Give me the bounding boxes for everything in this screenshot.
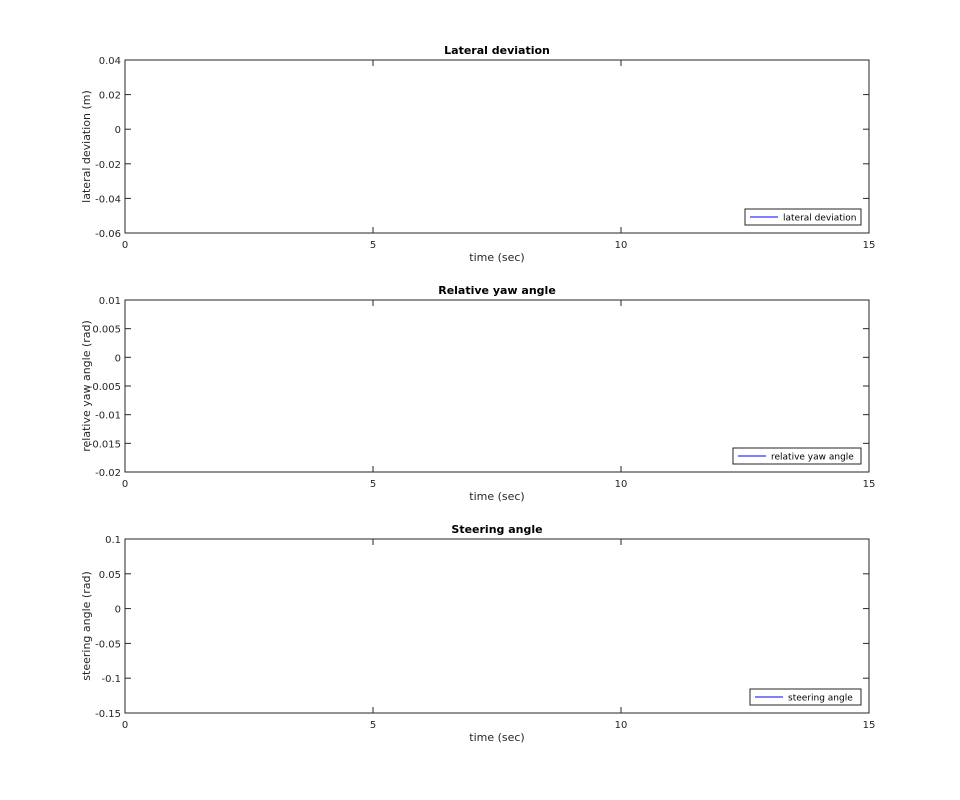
- y-tick-label: -0.15: [95, 709, 121, 720]
- x-tick-label: 0: [122, 240, 128, 251]
- x-axis-label: time (sec): [469, 490, 524, 503]
- steering-angle-panel: 0 5 10 15 -0.15 -0.1 -0.05 0 0.05 0.1 Steering ang…: [80, 523, 875, 744]
- y-tick-label: -0.1: [101, 674, 121, 685]
- x-tick-label: 0: [122, 479, 128, 490]
- y-tick-label: 0.02: [99, 91, 121, 102]
- y-tick-label: 0.04: [99, 56, 121, 67]
- legend-box: [749, 688, 862, 706]
- y-tick-label: -0.005: [89, 382, 121, 393]
- y-tick-label: 0: [115, 125, 121, 136]
- legend-box: [744, 208, 862, 226]
- x-tick-label: 15: [863, 479, 876, 490]
- axes-frame: [124, 299, 870, 473]
- legend-label: lateral deviation: [783, 214, 857, 224]
- relative-yaw-angle-panel: 0 5 10 15 -0.02 -0.015 -0.01 -0.005 0 0.005 0.01 Re…: [80, 284, 875, 503]
- y-tick-label: -0.02: [95, 160, 121, 171]
- x-tick-label: 10: [615, 720, 628, 731]
- y-tick-label: 0.01: [99, 296, 121, 307]
- x-axis-label: time (sec): [469, 731, 524, 744]
- y-tick-label: -0.05: [95, 639, 121, 650]
- y-axis-label: steering angle (rad): [80, 571, 93, 680]
- y-tick-label: -0.015: [89, 439, 121, 450]
- x-tick-label: 5: [370, 240, 376, 251]
- y-tick-label: -0.02: [95, 468, 121, 479]
- y-tick-label: 0.005: [92, 325, 121, 336]
- y-axis-label: relative yaw angle (rad): [80, 320, 93, 452]
- chart-title: Relative yaw angle: [438, 284, 556, 297]
- y-tick-label: 0.05: [99, 570, 121, 581]
- y-tick-label: 0: [115, 605, 121, 616]
- x-tick-label: 5: [370, 720, 376, 731]
- x-tick-label: 15: [863, 240, 876, 251]
- y-tick-label: -0.04: [95, 194, 121, 205]
- legend-label: steering angle: [788, 694, 853, 704]
- legend-label: relative yaw angle: [771, 453, 854, 463]
- y-tick-label: 0: [115, 353, 121, 364]
- chart-title: Lateral deviation: [444, 44, 550, 57]
- legend: lateral deviation: [744, 208, 862, 226]
- x-axis-label: time (sec): [469, 251, 524, 264]
- x-tick-label: 10: [615, 240, 628, 251]
- legend: steering angle: [749, 688, 862, 706]
- axes-frame: [124, 59, 870, 234]
- lateral-deviation-panel: 0 5 10 15 -0.06 -0.04 -0.02 0 0.02 0.04 Lateral de…: [80, 44, 875, 264]
- y-tick-label: -0.06: [95, 229, 121, 240]
- x-tick-label: 10: [615, 479, 628, 490]
- x-tick-label: 0: [122, 720, 128, 731]
- y-axis-label: lateral deviation (m): [80, 90, 93, 203]
- legend: relative yaw angle: [732, 447, 862, 465]
- legend-box: [732, 447, 862, 465]
- y-tick-label: 0.1: [105, 535, 121, 546]
- chart-title: Steering angle: [451, 523, 542, 536]
- x-tick-label: 5: [370, 479, 376, 490]
- x-tick-label: 15: [863, 720, 876, 731]
- y-tick-label: -0.01: [95, 411, 121, 422]
- axes-frame: [124, 538, 870, 714]
